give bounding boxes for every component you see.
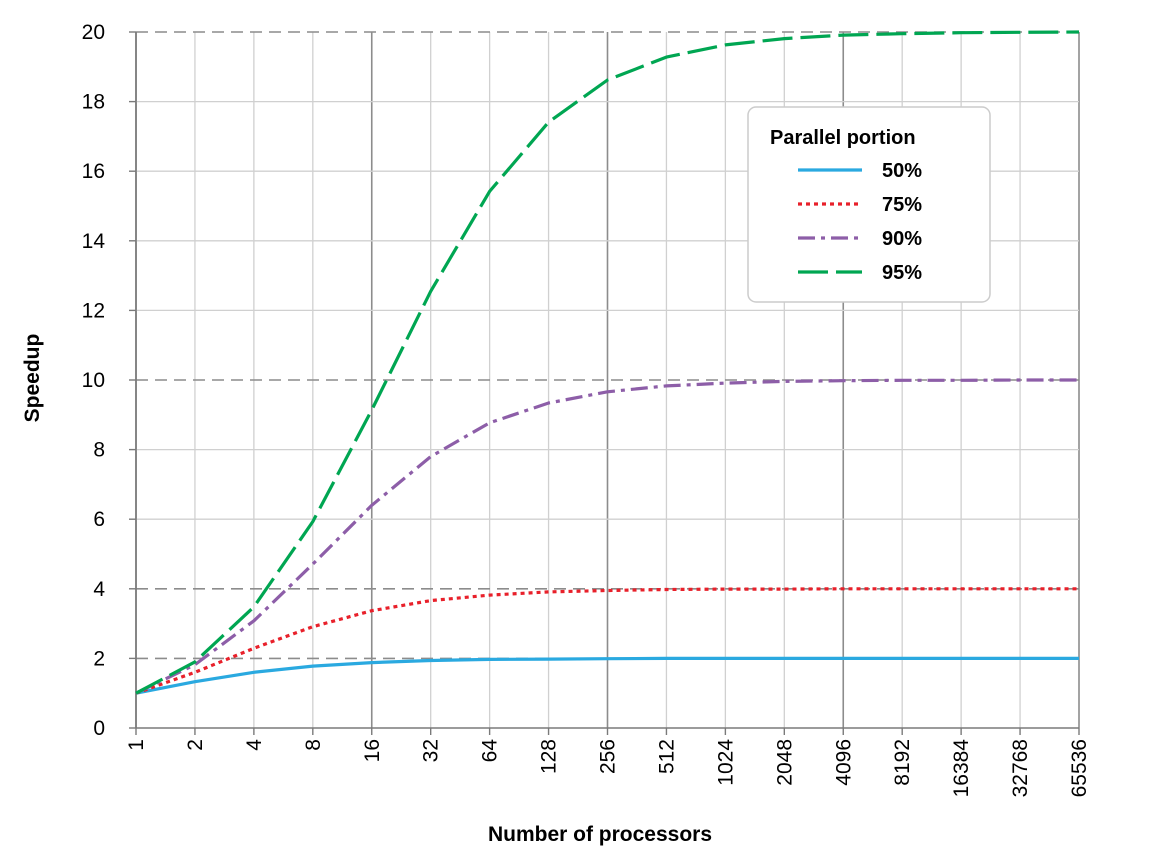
legend-items: 50% 75% 90% 95% bbox=[798, 160, 922, 284]
legend-label-95pct: 95% bbox=[882, 262, 922, 284]
legend-box bbox=[747, 106, 991, 303]
x-tick-label-2048: 2048 bbox=[773, 739, 796, 786]
legend-label-50pct: 50% bbox=[882, 160, 922, 182]
y-tick-label-6: 6 bbox=[93, 508, 105, 531]
x-tick-label-32768: 32768 bbox=[1009, 739, 1032, 797]
x-tick-label-1: 1 bbox=[125, 739, 148, 751]
series-line-95pct bbox=[135, 30, 1080, 695]
y-tick-label-14: 14 bbox=[82, 230, 106, 253]
x-tick-label-64: 64 bbox=[479, 739, 502, 763]
x-tick-label-8: 8 bbox=[302, 739, 325, 751]
y-tick-label-16: 16 bbox=[82, 160, 105, 183]
x-tick-label-16: 16 bbox=[361, 739, 384, 762]
x-tick-label-4: 4 bbox=[243, 739, 266, 751]
x-tick-label-32: 32 bbox=[420, 739, 443, 762]
y-tick-label-10: 10 bbox=[82, 369, 105, 392]
series-line-75pct bbox=[135, 587, 1079, 695]
legend-title: Parallel portion bbox=[770, 127, 916, 149]
y-tick-label-18: 18 bbox=[82, 91, 105, 114]
x-tick-label-1024: 1024 bbox=[714, 739, 737, 786]
axes bbox=[129, 31, 1080, 735]
y-tick-label-8: 8 bbox=[93, 439, 105, 462]
legend-label-75pct: 75% bbox=[882, 194, 922, 216]
series-line-50pct bbox=[135, 656, 1079, 695]
legend-label-90pct: 90% bbox=[882, 228, 922, 250]
y-tick-label-20: 20 bbox=[82, 21, 105, 44]
series-line-90pct bbox=[135, 378, 1079, 695]
x-tick-label-65536: 65536 bbox=[1068, 739, 1091, 797]
series-lines bbox=[135, 30, 1080, 695]
legend: Parallel portion 50% 75% 90% 95% bbox=[747, 106, 991, 303]
y-tick-label-0: 0 bbox=[93, 717, 105, 740]
x-tick-label-16384: 16384 bbox=[950, 739, 973, 798]
x-tick-label-4096: 4096 bbox=[832, 739, 855, 786]
x-tick-label-8192: 8192 bbox=[891, 739, 914, 786]
y-tick-label-12: 12 bbox=[82, 299, 105, 322]
x-tick-label-256: 256 bbox=[597, 739, 620, 774]
x-axis-title: Number of processors bbox=[488, 823, 712, 846]
y-axis-title: Speedup bbox=[21, 334, 44, 423]
y-tick-label-4: 4 bbox=[93, 578, 105, 601]
x-tick-label-2: 2 bbox=[184, 739, 207, 751]
y-tick-label-2: 2 bbox=[93, 647, 105, 670]
x-tick-label-128: 128 bbox=[538, 739, 561, 774]
x-tick-label-512: 512 bbox=[655, 739, 678, 774]
